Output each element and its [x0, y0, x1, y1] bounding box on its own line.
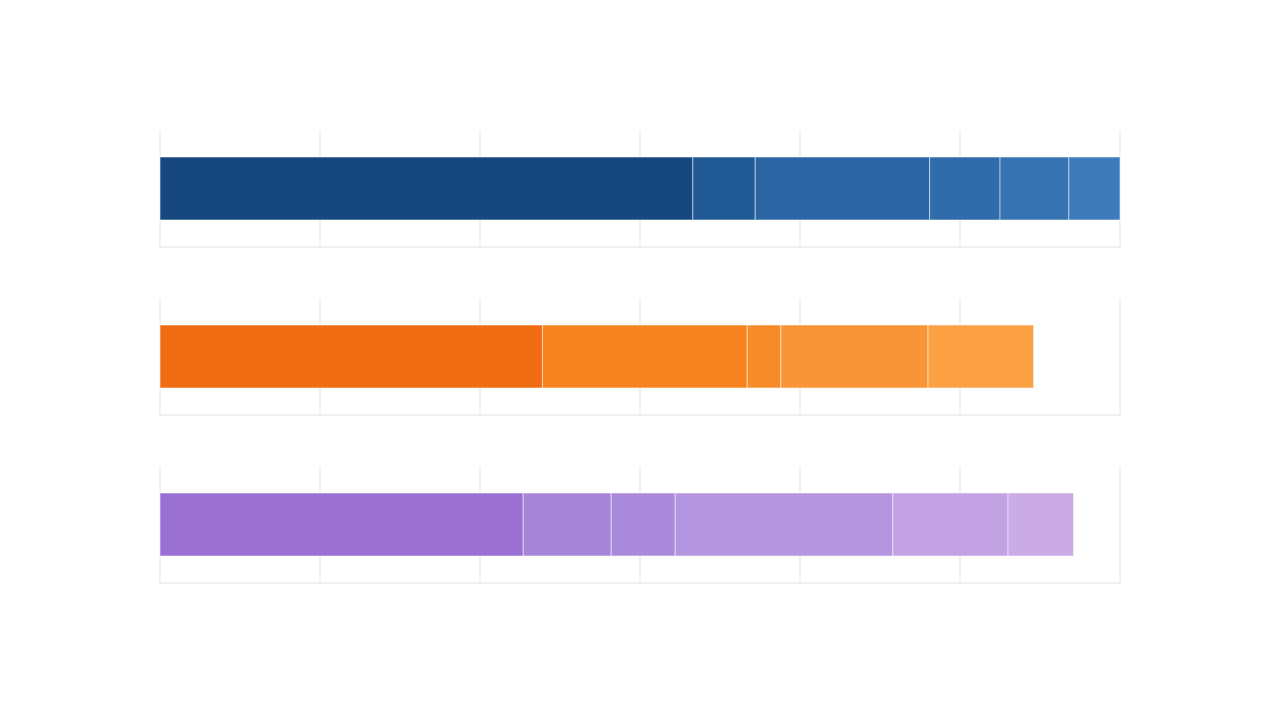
bar-segment [929, 156, 1001, 221]
bar-segment [754, 156, 931, 221]
bar-segment [692, 156, 756, 221]
bar-segment [522, 492, 612, 557]
bar-segment [927, 324, 1035, 389]
bar-segment [159, 156, 694, 221]
bar-segment [610, 492, 676, 557]
bar-segment [1068, 156, 1121, 221]
bar-segment [780, 324, 929, 389]
bar-segment [159, 324, 543, 389]
bar-segment [159, 492, 524, 557]
bar-segment [999, 156, 1070, 221]
bar-segment [1007, 492, 1075, 557]
bar-segment [746, 324, 782, 389]
bar-segment [541, 324, 748, 389]
bar-segment [892, 492, 1009, 557]
bar-segment [674, 492, 894, 557]
